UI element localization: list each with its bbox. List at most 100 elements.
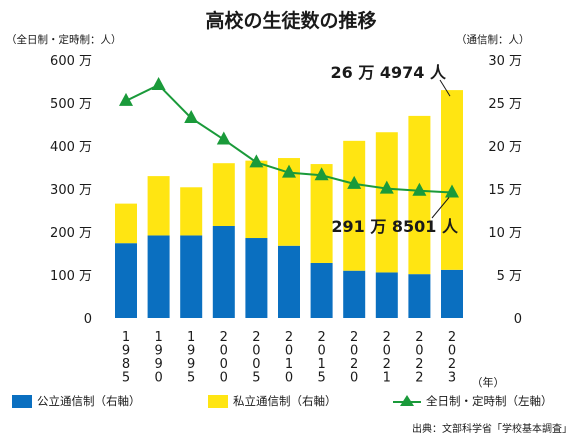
- legend-item-fulltime: 全日制・定時制（左軸）: [392, 393, 553, 409]
- left-axis-tick-label: 500 万: [50, 97, 92, 112]
- x-axis-tick-char: 9: [122, 344, 130, 359]
- right-axis-tick-label: 0: [514, 312, 522, 327]
- x-axis-tick-char: 1: [383, 371, 391, 386]
- x-axis-tick-char: 2: [448, 357, 456, 372]
- x-axis-tick-char: 0: [220, 357, 228, 372]
- fulltime-point: [445, 184, 459, 198]
- fulltime-point: [347, 175, 362, 189]
- chart-legend: 公立通信制（右軸） 私立通信制（右軸） 全日制・定時制（左軸）: [12, 393, 578, 413]
- x-axis-tick-char: 0: [350, 344, 358, 359]
- bar-private: [245, 160, 268, 239]
- x-axis-tick-char: 0: [285, 344, 293, 359]
- legend-label-fulltime: 全日制・定時制（左軸）: [426, 394, 553, 408]
- x-axis-tick-char: 0: [252, 357, 260, 372]
- fulltime-point: [249, 154, 264, 168]
- source-note: 出典：文部科学省「学校基本調査」: [412, 424, 572, 435]
- bar-public: [115, 243, 137, 318]
- fulltime-point: [151, 76, 166, 90]
- bar-public: [147, 235, 170, 318]
- right-axis-unit: （通信制：人）: [456, 34, 530, 46]
- x-axis-tick-char: 1: [187, 330, 195, 345]
- x-axis-tick-char: 5: [187, 371, 195, 386]
- x-axis-tick-char: 2: [383, 357, 391, 372]
- x-axis-tick-char: 2: [350, 330, 358, 345]
- right-axis-tick-label: 5 万: [497, 269, 522, 284]
- annotation-private-total: 26 万 4974 人: [330, 63, 447, 82]
- x-axis-tick-char: 2: [383, 330, 391, 345]
- right-axis-tick-label: 30 万: [488, 54, 522, 69]
- bar-public: [375, 272, 398, 318]
- bar-private: [180, 187, 203, 236]
- left-axis-tick-label: 600 万: [50, 54, 92, 69]
- x-axis-tick-char: 8: [122, 357, 130, 372]
- x-axis-tick-char: 9: [154, 357, 162, 372]
- legend-line-marker-icon: [393, 395, 421, 406]
- right-axis-tick-label: 25 万: [488, 97, 522, 112]
- x-axis-tick-char: 0: [252, 344, 260, 359]
- legend-swatch-private: [208, 394, 228, 408]
- x-axis-tick-char: 0: [154, 371, 162, 386]
- x-axis-tick-char: 0: [220, 344, 228, 359]
- right-axis-tick-label: 20 万: [488, 140, 522, 155]
- x-axis-tick-char: 2: [220, 330, 228, 345]
- bar-public: [212, 225, 235, 318]
- x-axis-tick-char: 0: [383, 344, 391, 359]
- x-axis-tick-char: 1: [285, 357, 293, 372]
- bar-public: [343, 270, 366, 318]
- fulltime-point: [216, 131, 231, 145]
- left-axis-tick-label: 100 万: [50, 269, 92, 284]
- left-axis-tick-label: 0: [84, 312, 92, 327]
- x-axis-tick-char: 1: [154, 330, 162, 345]
- bar-private: [212, 163, 235, 226]
- bar-private: [441, 90, 463, 270]
- x-axis-tick-char: 2: [415, 330, 423, 345]
- bar-private: [278, 158, 300, 246]
- legend-item-public: 公立通信制（右軸）: [12, 393, 141, 409]
- left-axis-unit: （全日制・定時制：人）: [6, 34, 122, 46]
- bar-public: [245, 238, 268, 318]
- left-axis-tick-label: 200 万: [50, 226, 92, 241]
- legend-swatch-public: [12, 394, 32, 408]
- bar-public: [180, 235, 203, 318]
- right-axis-tick-label: 15 万: [488, 183, 522, 198]
- fulltime-point: [119, 92, 133, 106]
- x-axis-tick-char: 0: [317, 344, 325, 359]
- x-axis-tick-char: 9: [187, 357, 195, 372]
- bar-public: [408, 274, 431, 318]
- legend-label-public: 公立通信制（右軸）: [37, 394, 141, 408]
- fulltime-point: [379, 180, 394, 194]
- left-axis-tick-label: 300 万: [50, 183, 92, 198]
- bar-private: [310, 164, 333, 263]
- x-axis-tick-char: 0: [285, 371, 293, 386]
- x-axis-tick-char: 9: [187, 344, 195, 359]
- chart-title: 高校の生徒数の推移: [205, 10, 377, 32]
- fulltime-point: [314, 167, 329, 181]
- x-axis-tick-char: 5: [252, 371, 260, 386]
- x-axis-tick-char: 2: [317, 330, 325, 345]
- bar-public: [310, 262, 333, 318]
- x-axis-tick-char: 5: [317, 371, 325, 386]
- legend-label-private: 私立通信制（右軸）: [233, 394, 337, 408]
- annotation-leader-fulltime: [431, 197, 450, 219]
- bar-public: [441, 269, 463, 318]
- bar-public: [278, 245, 300, 318]
- x-axis-tick-char: 3: [448, 371, 456, 386]
- fulltime-point: [412, 182, 427, 196]
- right-axis-tick-label: 10 万: [488, 226, 522, 241]
- x-axis-tick-char: 0: [350, 371, 358, 386]
- fulltime-point: [282, 164, 296, 178]
- bar-private: [115, 203, 137, 244]
- annotation-fulltime-total: 291 万 8501 人: [331, 217, 459, 236]
- bar-private: [147, 176, 170, 236]
- x-axis-tick-char: 2: [285, 330, 293, 345]
- x-axis-tick-char: 0: [220, 371, 228, 386]
- bar-private: [375, 132, 398, 273]
- x-axis-unit: （年）: [472, 375, 505, 389]
- x-axis-tick-char: 2: [448, 330, 456, 345]
- left-axis-tick-label: 400 万: [50, 140, 92, 155]
- x-axis-tick-char: 2: [415, 357, 423, 372]
- bar-private: [343, 140, 366, 271]
- x-axis-tick-char: 0: [448, 344, 456, 359]
- x-axis-tick-char: 5: [122, 371, 130, 386]
